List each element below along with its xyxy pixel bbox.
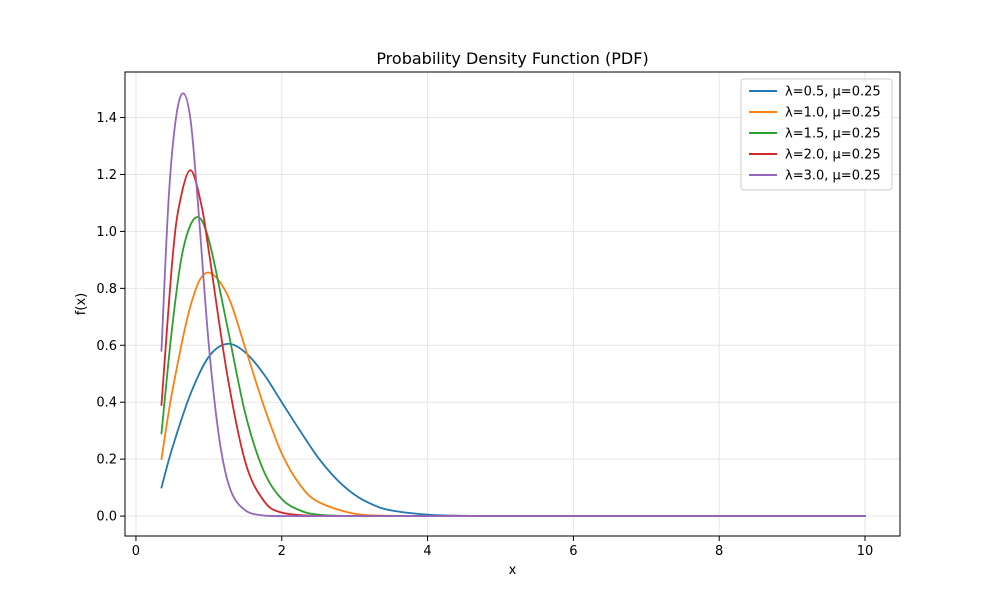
legend-label: λ=0.5, μ=0.25 xyxy=(785,85,881,100)
y-tick-label: 0.8 xyxy=(96,282,117,297)
grid-lines xyxy=(125,72,900,536)
chart-title: Probability Density Function (PDF) xyxy=(376,49,648,68)
x-tick-label: 8 xyxy=(715,544,723,559)
series-lines xyxy=(160,92,866,517)
legend-label: λ=3.0, μ=0.25 xyxy=(785,169,881,184)
legend: λ=0.5, μ=0.25 λ=1.0, μ=0.25 λ=1.5, μ=0.25 λ… xyxy=(740,78,893,191)
x-tick-label: 10 xyxy=(857,544,874,559)
y-tick-label: 1.0 xyxy=(96,225,117,240)
x-axis-label: x xyxy=(509,563,517,578)
x-tick-label: 0 xyxy=(132,544,140,559)
y-tick-label: 1.4 xyxy=(96,111,117,126)
x-tick-label: 6 xyxy=(569,544,577,559)
x-tick-label: 2 xyxy=(278,544,286,559)
y-tick-label: 0.4 xyxy=(96,396,117,411)
y-tick-label: 1.2 xyxy=(96,168,117,183)
y-tick-label: 0.6 xyxy=(96,339,117,354)
legend-box xyxy=(740,78,893,191)
legend-label: λ=1.0, μ=0.25 xyxy=(785,106,881,121)
y-tick-label: 0.2 xyxy=(96,453,117,468)
x-tick-label: 4 xyxy=(423,544,431,559)
legend-label: λ=1.5, μ=0.25 xyxy=(785,127,881,142)
axis-ticks: 0 2 4 6 8 10 0.0 0.2 0.4 0.6 0.8 1.0 1.2 1.4 xyxy=(96,111,873,559)
series-line-5 xyxy=(160,92,866,517)
legend-label: λ=2.0, μ=0.25 xyxy=(785,148,881,163)
y-axis-label: f(x) xyxy=(74,293,89,315)
y-tick-label: 0.0 xyxy=(96,510,117,525)
plot-frame xyxy=(124,71,901,537)
